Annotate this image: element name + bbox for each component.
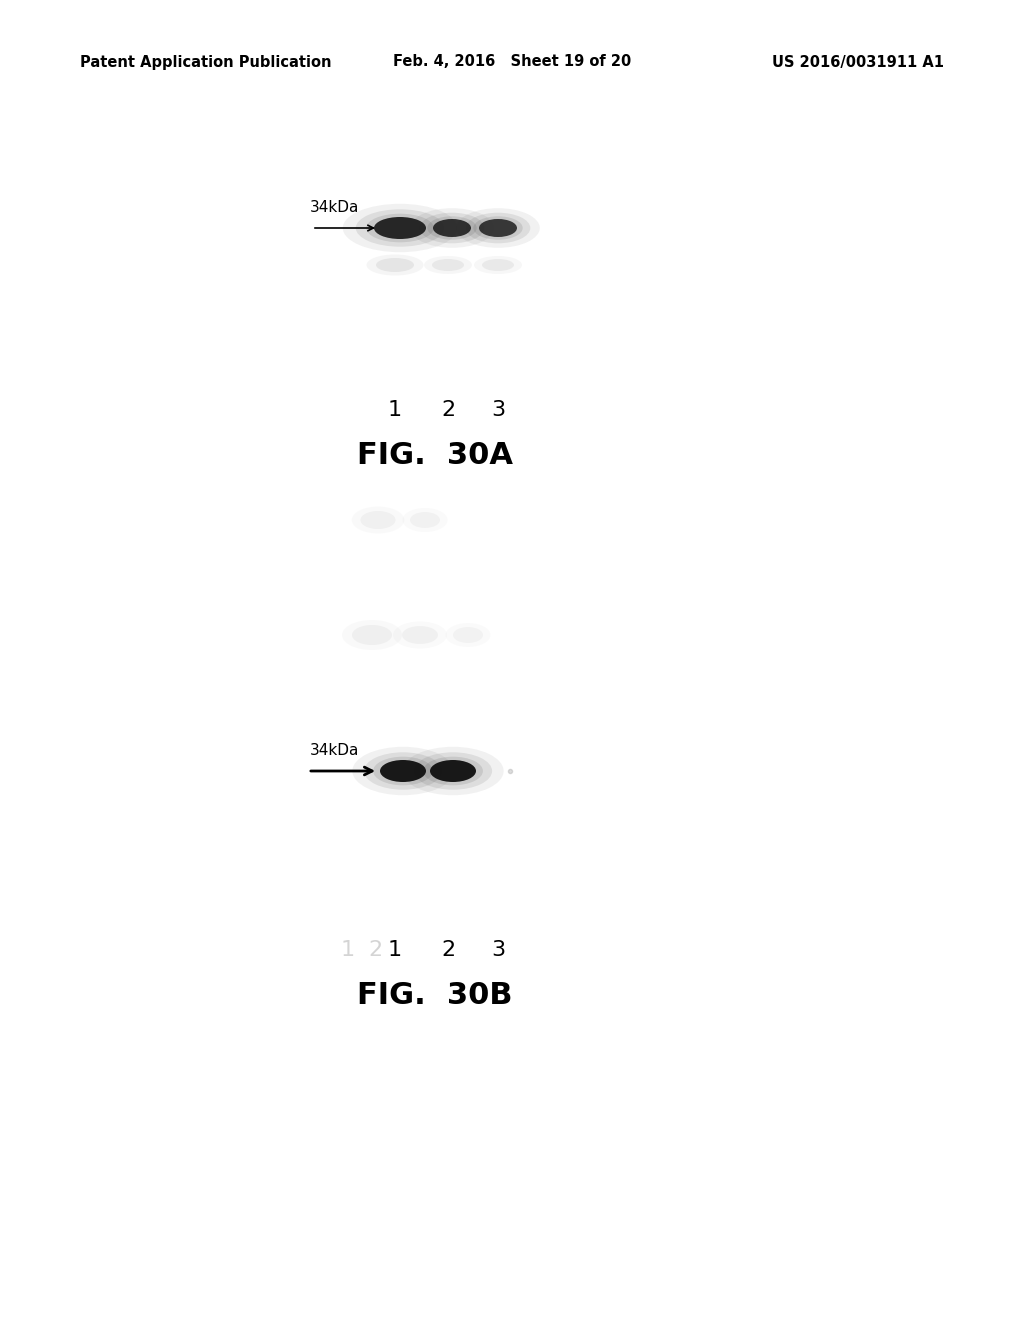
Ellipse shape [411, 209, 494, 248]
Ellipse shape [355, 210, 444, 247]
Ellipse shape [457, 209, 540, 248]
Text: 34kDa: 34kDa [310, 743, 359, 758]
Ellipse shape [393, 622, 447, 648]
Ellipse shape [343, 203, 457, 252]
Ellipse shape [427, 216, 477, 240]
Ellipse shape [474, 256, 522, 275]
Ellipse shape [367, 214, 434, 243]
Text: Patent Application Publication: Patent Application Publication [80, 54, 332, 70]
Text: Feb. 4, 2016   Sheet 19 of 20: Feb. 4, 2016 Sheet 19 of 20 [393, 54, 631, 70]
Text: FIG.  30A: FIG. 30A [357, 441, 513, 470]
Text: 2: 2 [441, 940, 455, 960]
Ellipse shape [373, 756, 433, 785]
Ellipse shape [445, 623, 490, 647]
Ellipse shape [423, 756, 483, 785]
Ellipse shape [420, 213, 484, 243]
Ellipse shape [453, 627, 483, 643]
Ellipse shape [466, 213, 530, 243]
Ellipse shape [410, 512, 440, 528]
Ellipse shape [479, 219, 517, 238]
Ellipse shape [424, 256, 472, 275]
Ellipse shape [352, 747, 454, 795]
Text: 2: 2 [441, 400, 455, 420]
Ellipse shape [376, 257, 414, 272]
Ellipse shape [352, 507, 404, 533]
Ellipse shape [473, 216, 522, 240]
Text: US 2016/0031911 A1: US 2016/0031911 A1 [772, 54, 944, 70]
Text: 1: 1 [388, 400, 402, 420]
Ellipse shape [402, 626, 438, 644]
Ellipse shape [364, 752, 442, 789]
Text: 34kDa: 34kDa [310, 201, 359, 215]
Text: 2: 2 [368, 940, 382, 960]
Ellipse shape [402, 747, 504, 795]
Text: FIG.  30B: FIG. 30B [357, 981, 513, 1010]
Ellipse shape [433, 219, 471, 238]
Ellipse shape [414, 752, 493, 789]
Ellipse shape [342, 620, 402, 649]
Ellipse shape [432, 259, 464, 271]
Ellipse shape [360, 511, 395, 529]
Text: 3: 3 [490, 400, 505, 420]
Ellipse shape [352, 624, 392, 645]
Text: 1: 1 [341, 940, 355, 960]
Ellipse shape [402, 508, 447, 532]
Ellipse shape [367, 255, 424, 276]
Ellipse shape [374, 216, 426, 239]
Text: 1: 1 [388, 940, 402, 960]
Ellipse shape [482, 259, 514, 271]
Ellipse shape [380, 760, 426, 781]
Text: 3: 3 [490, 940, 505, 960]
Ellipse shape [430, 760, 476, 781]
